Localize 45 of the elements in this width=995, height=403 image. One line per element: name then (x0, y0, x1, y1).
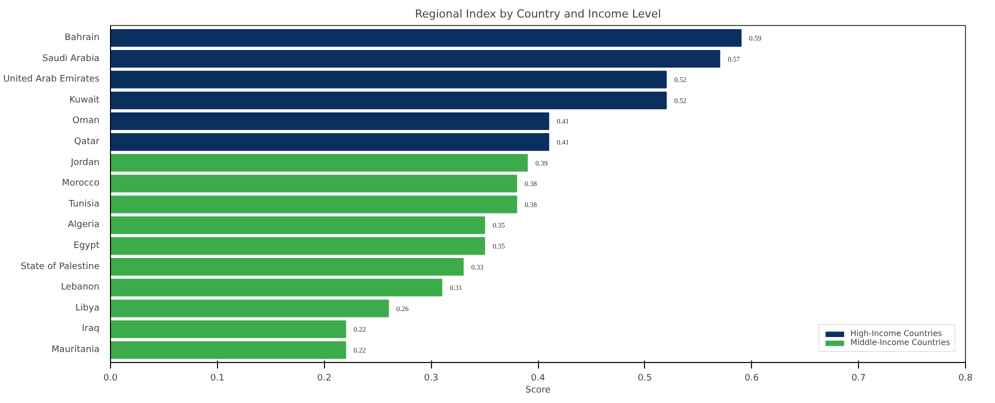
bar (110, 29, 742, 47)
y-tick-label: Jordan (70, 158, 100, 168)
bar (110, 216, 486, 234)
y-tick-label: Saudi Arabia (42, 54, 100, 64)
x-tick-label: 0.8 (958, 374, 973, 384)
y-tick-label: Bahrain (64, 32, 100, 43)
y-tick-label: Egypt (74, 241, 100, 252)
y-tick-label: State of Palestine (20, 262, 100, 272)
bar (110, 92, 667, 110)
y-tick-label: Lebanon (60, 282, 100, 293)
bar (110, 70, 667, 88)
x-tick-label: 0.5 (638, 374, 652, 384)
bar (110, 237, 486, 255)
x-axis-title: Score (525, 386, 552, 396)
legend-label: High-Income Countries (850, 329, 942, 338)
bar (110, 154, 528, 172)
bar (110, 320, 346, 338)
y-tick-label: United Arab Emirates (3, 74, 100, 85)
y-tick-label: Tunisia (68, 199, 100, 210)
y-tick-label: Oman (72, 116, 100, 126)
bar (110, 174, 518, 192)
bar (110, 258, 464, 276)
y-tick-label: Libya (75, 303, 100, 314)
x-tick-label: 0.1 (210, 374, 225, 384)
x-tick-label: 0.4 (530, 374, 546, 384)
x-tick-label: 0.7 (851, 374, 866, 384)
y-tick-label: Morocco (62, 178, 100, 189)
y-tick-label: Kuwait (69, 95, 100, 106)
bar (110, 300, 389, 318)
x-tick-label: 0.6 (744, 374, 760, 384)
bar (110, 341, 346, 359)
x-tick-label: 0.0 (103, 374, 118, 384)
x-tick-label: 0.3 (424, 374, 438, 384)
y-tick-label: Algeria (68, 220, 100, 230)
bar (110, 133, 550, 151)
y-tick-label: Iraq (82, 324, 100, 334)
bar (110, 278, 442, 296)
y-tick-label: Mauritania (52, 345, 100, 356)
x-tick-label: 0.2 (317, 374, 332, 384)
bar (110, 112, 550, 130)
y-tick-label: Qatar (74, 136, 100, 147)
bar (110, 196, 518, 214)
legend-label: Middle-Income Countries (850, 338, 950, 347)
bar (110, 50, 720, 68)
chart-title: Regional Index by Country and Income Level (414, 8, 662, 20)
